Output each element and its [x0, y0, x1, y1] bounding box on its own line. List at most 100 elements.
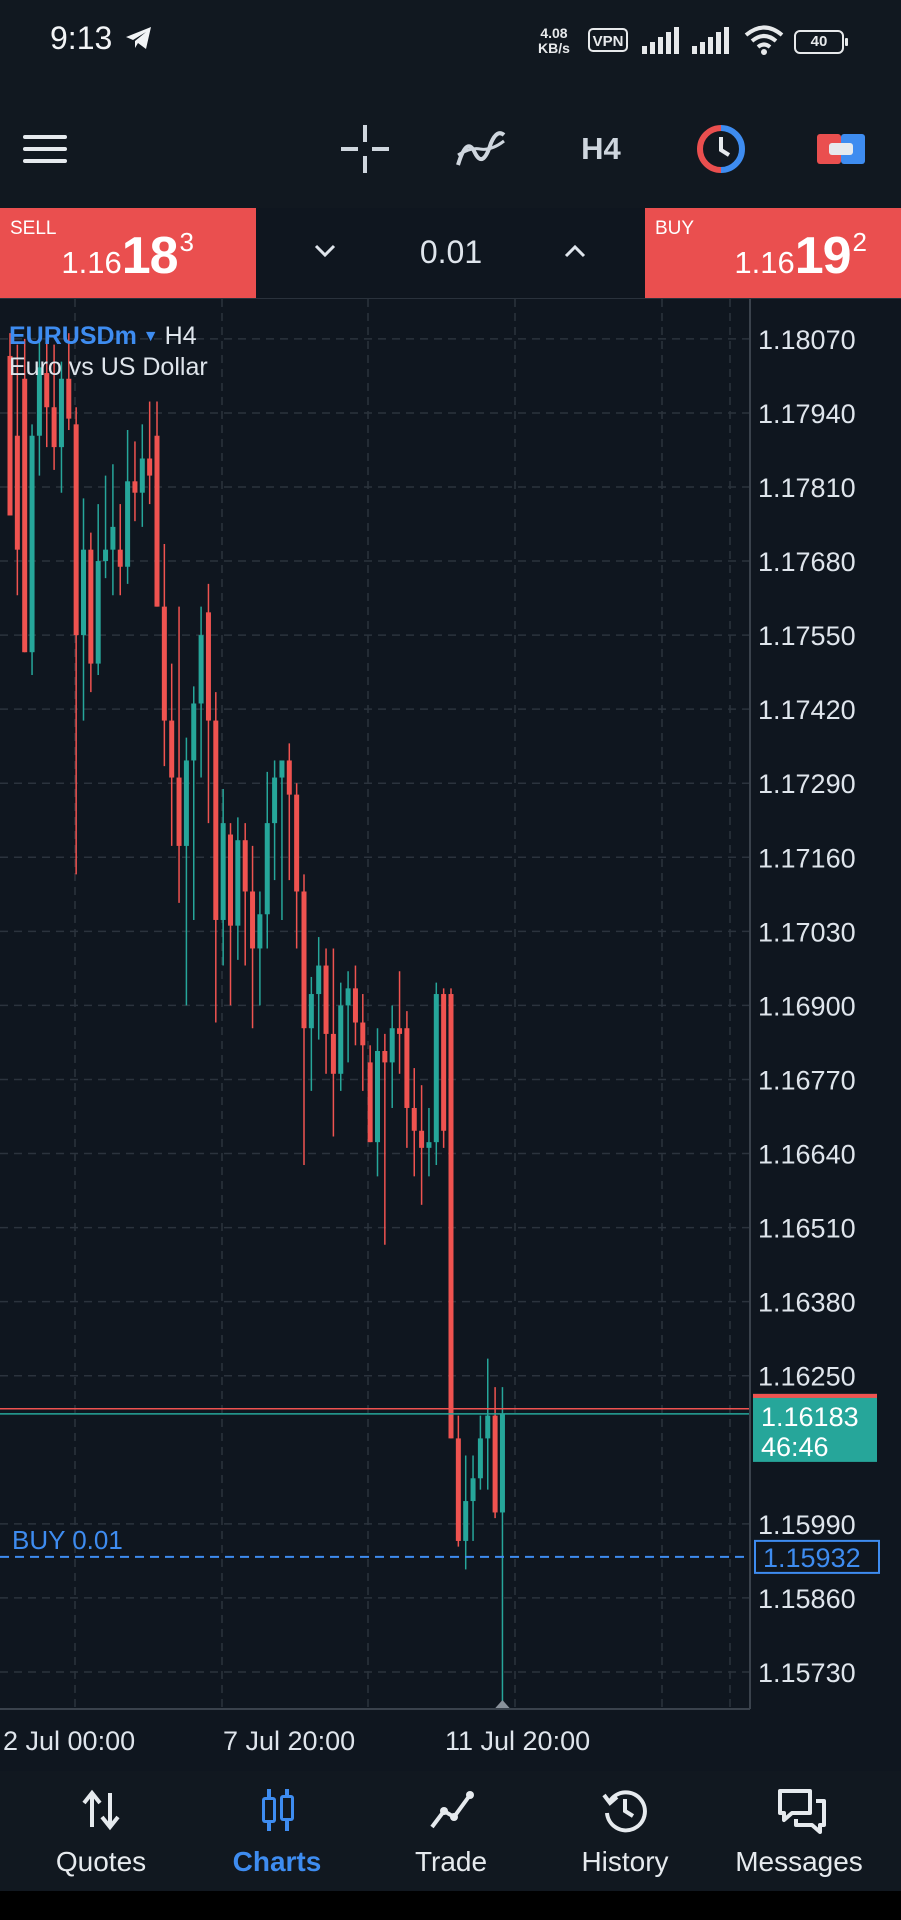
candle-body — [22, 378, 28, 653]
bottom-navigation: Quotes Charts Trade History Messages — [0, 1771, 901, 1891]
candle-body — [404, 1028, 410, 1108]
candle-body — [433, 994, 439, 1143]
y-axis-label: 1.17680 — [758, 547, 856, 577]
nav-trade[interactable]: Trade — [366, 1771, 536, 1891]
candle-body — [169, 720, 175, 778]
candle-body — [213, 720, 219, 920]
candle-body — [183, 760, 189, 846]
lot-increase-button[interactable] — [560, 236, 590, 266]
candle-body — [242, 840, 248, 892]
candle-body — [7, 355, 13, 516]
timeframe-button[interactable]: H4 — [566, 90, 636, 208]
candle-body — [338, 1005, 344, 1074]
crosshair-button[interactable] — [330, 90, 400, 208]
lot-value[interactable]: 0.01 — [419, 234, 483, 270]
price-chart[interactable]: BUY 0.01 1.15932 1.16183 46:46 1.18070 1.179… — [0, 299, 901, 1771]
candle-body — [132, 481, 138, 493]
symbol-dropdown-icon[interactable]: ▼ — [142, 328, 159, 345]
candle-body — [220, 823, 226, 920]
nav-quotes[interactable]: Quotes — [16, 1771, 186, 1891]
one-click-trading-button[interactable] — [686, 90, 756, 208]
candle-body — [58, 378, 64, 448]
y-axis-label: 1.18070 — [758, 325, 856, 355]
candle-body — [419, 1130, 425, 1148]
nav-history[interactable]: History — [540, 1771, 710, 1891]
hamburger-menu-icon — [23, 135, 67, 163]
candle-body — [316, 965, 322, 995]
net-speed: 4.08 KB/s — [538, 26, 570, 56]
chart-toolbar: H4 — [0, 90, 901, 208]
gesture-bar — [0, 1891, 901, 1920]
signal-icon — [642, 27, 679, 54]
candle-body — [411, 1107, 417, 1131]
wifi-icon — [744, 25, 784, 55]
candle-body — [294, 794, 300, 892]
x-axis-label: 7 Jul 20:00 — [223, 1726, 355, 1756]
buy-label: BUY — [655, 218, 695, 239]
x-axis-label: 11 Jul 20:00 — [445, 1726, 590, 1756]
candle-body — [397, 1028, 403, 1034]
candle-body — [117, 549, 123, 567]
candle-body — [73, 424, 79, 636]
candle-body — [330, 1033, 336, 1074]
sell-price-big: 18 — [121, 227, 179, 285]
candle-body — [95, 561, 101, 664]
candle-body — [125, 481, 131, 567]
candle-body — [286, 760, 292, 795]
candle-body — [375, 1051, 380, 1143]
sell-button[interactable]: SELL 1.16183 — [0, 208, 256, 298]
candle-body — [36, 367, 42, 436]
candle-body — [139, 458, 145, 493]
y-axis-label: 1.16900 — [758, 991, 856, 1021]
candle-body — [154, 435, 160, 607]
candle-body — [463, 1501, 469, 1541]
buy-price: 1.16192 — [734, 226, 867, 286]
vpn-badge: VPN — [588, 28, 628, 52]
menu-button[interactable] — [10, 90, 80, 208]
candle-body — [279, 760, 285, 778]
buy-price-big: 19 — [794, 227, 852, 285]
indicators-icon — [456, 131, 506, 166]
candle-body — [389, 1028, 395, 1063]
candle-body — [360, 1022, 366, 1046]
candle-body — [51, 407, 57, 448]
symbol-description: Euro vs US Dollar — [9, 353, 208, 381]
nav-messages[interactable]: Messages — [714, 1771, 884, 1891]
candle-body — [470, 1478, 476, 1502]
candles — [7, 327, 505, 1707]
status-bar: 9:13 4.08 KB/s VPN 40 — [0, 0, 901, 90]
sell-price: 1.16183 — [61, 226, 194, 286]
countdown-text: 46:46 — [761, 1432, 829, 1462]
timeframe-label: H4 — [581, 131, 621, 166]
order-line-label: BUY 0.01 — [12, 1525, 123, 1555]
buy-button[interactable]: BUY 1.16192 — [645, 208, 901, 298]
nav-trade-label: Trade — [414, 1846, 488, 1877]
candle-body — [352, 988, 358, 1023]
candle-body — [323, 965, 329, 1034]
candle-body — [250, 891, 256, 949]
candle-body — [44, 373, 50, 408]
trade-toggle-button[interactable] — [806, 90, 876, 208]
nav-messages-label: Messages — [735, 1846, 863, 1877]
symbol-name[interactable]: EURUSDm — [9, 322, 137, 350]
messages-bubbles-icon — [778, 1789, 826, 1834]
candle-body — [161, 606, 167, 721]
signal-icon-2 — [692, 27, 729, 54]
lot-decrease-button[interactable] — [310, 236, 340, 266]
nav-charts[interactable]: Charts — [192, 1771, 362, 1891]
indicators-button[interactable] — [446, 90, 516, 208]
candle-body — [499, 1413, 505, 1513]
y-axis-label: 1.17030 — [758, 917, 856, 947]
y-axis-label: 1.16380 — [758, 1288, 856, 1318]
candle-body — [448, 994, 454, 1439]
nav-history-label: History — [581, 1846, 669, 1877]
nav-quotes-label: Quotes — [55, 1846, 147, 1877]
candle-body — [455, 1438, 461, 1541]
y-axis-label: 1.15990 — [758, 1510, 856, 1540]
chart-symbol-info[interactable]: EURUSDm ▼ H4 — [9, 322, 197, 351]
candle-body — [492, 1415, 498, 1513]
candle-body — [441, 994, 447, 1131]
candle-body — [272, 777, 278, 824]
